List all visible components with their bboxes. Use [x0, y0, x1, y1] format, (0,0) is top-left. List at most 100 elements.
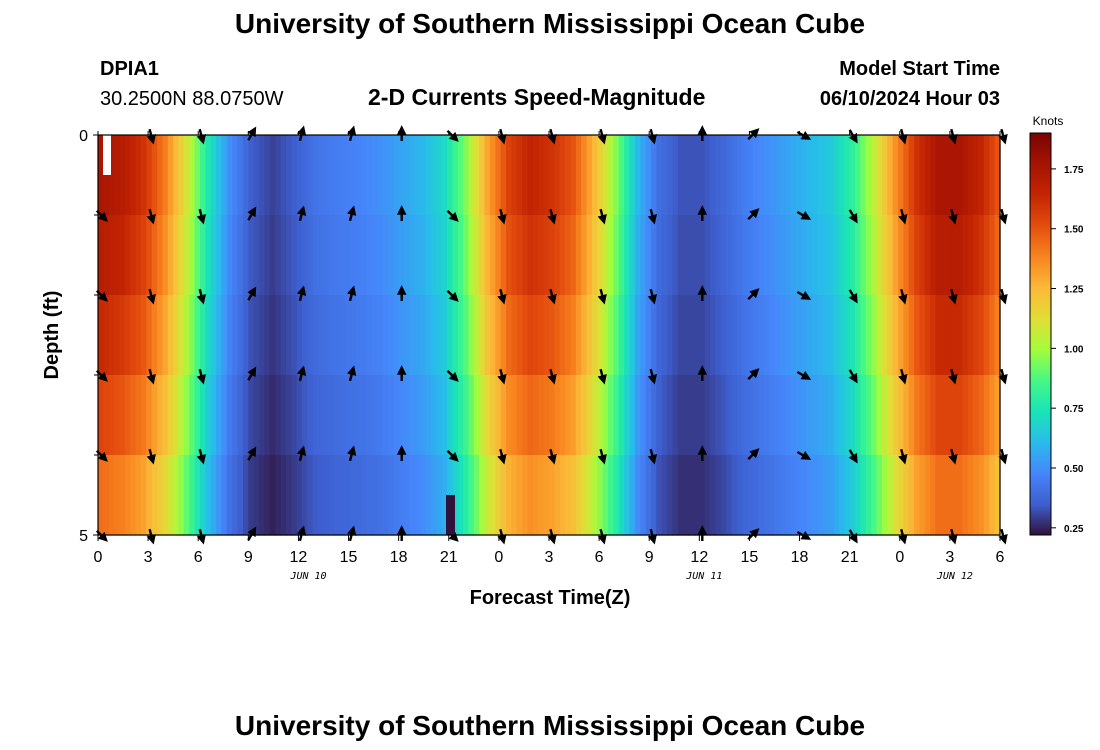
heatmap-cell: [881, 215, 888, 296]
colorbar: [1029, 132, 1052, 536]
heatmap-cell: [651, 455, 657, 536]
heatmap-cell: [285, 215, 292, 296]
heatmap-cell: [350, 215, 357, 296]
heatmap-cell: [742, 135, 749, 216]
heatmap-cell: [554, 135, 561, 216]
current-arrow: [346, 365, 357, 382]
heatmap-cell: [908, 135, 915, 216]
heatmap-cell: [570, 455, 577, 536]
heatmap-cell: [785, 375, 792, 456]
heatmap-cell: [629, 375, 636, 456]
heatmap-cell: [312, 135, 319, 216]
heatmap-cell: [302, 455, 308, 536]
heatmap-cell: [339, 455, 346, 536]
heatmap-cell: [167, 295, 174, 376]
heatmap-cell: [146, 455, 153, 536]
heatmap-cell: [404, 375, 411, 456]
heatmap-cell: [736, 295, 743, 376]
heatmap-cell: [226, 375, 233, 456]
heatmap-cell: [822, 135, 829, 216]
heatmap-cell: [801, 135, 808, 216]
heatmap-cell: [919, 455, 926, 536]
heatmap-cell: [989, 455, 996, 536]
heatmap-cell: [720, 455, 727, 536]
heatmap-cell: [135, 215, 142, 296]
heatmap-cell: [232, 215, 239, 296]
heatmap-cell: [527, 375, 534, 456]
heatmap-cell: [704, 295, 711, 376]
x-tick-label: 3: [945, 549, 954, 566]
heatmap-cell: [205, 215, 212, 296]
heatmap-cell: [651, 295, 657, 376]
heatmap-cell: [355, 295, 362, 376]
heatmap-cell: [608, 135, 615, 216]
heatmap-cell: [940, 455, 947, 536]
heatmap-cell: [806, 375, 813, 456]
heatmap-cell: [350, 375, 357, 456]
heatmap-cell: [812, 455, 819, 536]
heatmap-cell: [500, 455, 507, 536]
heatmap-cell: [318, 375, 325, 456]
heatmap-cell: [887, 135, 894, 216]
heatmap-cell: [119, 375, 126, 456]
heatmap-cell: [769, 455, 776, 536]
heatmap-cell: [747, 375, 754, 456]
heatmap-cell: [237, 295, 244, 376]
heatmap-cell: [334, 375, 341, 456]
heatmap-cell: [452, 295, 459, 376]
heatmap-cell: [344, 295, 351, 376]
heatmap-cell: [404, 455, 411, 536]
heatmap-cell: [672, 375, 679, 456]
current-arrow: [196, 448, 206, 465]
heatmap-cell: [591, 295, 598, 376]
heatmap-cell: [130, 455, 137, 536]
heatmap-cell: [275, 135, 282, 216]
current-arrow: [898, 288, 908, 305]
heatmap-cell: [387, 375, 394, 456]
heatmap-cell: [216, 295, 223, 376]
current-arrow: [247, 446, 257, 461]
heatmap-cell: [157, 295, 164, 376]
heatmap-cell: [371, 375, 378, 456]
heatmap-cell: [377, 215, 384, 296]
heatmap-cell: [554, 375, 561, 456]
heatmap-cell: [688, 375, 695, 456]
heatmap-cell: [495, 215, 502, 296]
heatmap-cell: [119, 215, 126, 296]
heatmap-cell: [436, 295, 443, 376]
heatmap-cell: [495, 375, 502, 456]
heatmap-cell: [248, 295, 255, 376]
heatmap-cell: [586, 455, 593, 536]
heatmap-cell: [634, 375, 641, 456]
heatmap-cell: [914, 135, 921, 216]
heatmap-cell: [242, 135, 249, 216]
heatmap-cell: [210, 295, 217, 376]
heatmap-cell: [446, 215, 453, 296]
heatmap-cell: [838, 295, 845, 376]
heatmap-cell: [967, 135, 974, 216]
heatmap-cell: [715, 215, 722, 296]
heatmap-cell: [785, 215, 792, 296]
heatmap-cell: [967, 375, 974, 456]
heatmap-cell: [683, 135, 690, 216]
current-arrow: [346, 445, 357, 462]
heatmap-cell: [704, 375, 711, 456]
heatmap-cell: [194, 375, 201, 456]
heatmap-cell: [98, 375, 104, 456]
heatmap-cell: [167, 455, 174, 536]
heatmap-cell: [398, 215, 405, 296]
heatmap-cell: [328, 455, 335, 536]
heatmap-cell: [855, 375, 862, 456]
heatmap-cell: [720, 215, 727, 296]
heatmap-cell: [350, 295, 357, 376]
heatmap-cell: [753, 375, 759, 456]
heatmap-cell: [779, 215, 786, 296]
heatmap-cell: [516, 455, 523, 536]
heatmap-cell: [457, 215, 464, 296]
heatmap-cell: [473, 215, 480, 296]
heatmap-cell: [801, 295, 808, 376]
heatmap-cell: [226, 295, 233, 376]
heatmap-cell: [441, 135, 448, 216]
heatmap-cell: [640, 375, 647, 456]
heatmap-cell: [124, 215, 131, 296]
